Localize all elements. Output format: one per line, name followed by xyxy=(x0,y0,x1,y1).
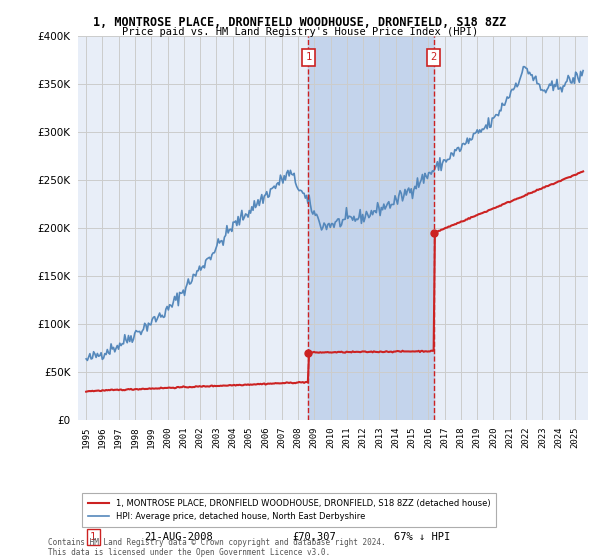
Text: Contains HM Land Registry data © Crown copyright and database right 2024.
This d: Contains HM Land Registry data © Crown c… xyxy=(48,538,386,557)
Legend: 1, MONTROSE PLACE, DRONFIELD WOODHOUSE, DRONFIELD, S18 8ZZ (detached house), HPI: 1, MONTROSE PLACE, DRONFIELD WOODHOUSE, … xyxy=(82,493,496,527)
Text: Price paid vs. HM Land Registry's House Price Index (HPI): Price paid vs. HM Land Registry's House … xyxy=(122,27,478,37)
Text: 67% ↓ HPI: 67% ↓ HPI xyxy=(394,532,451,542)
Text: 1: 1 xyxy=(305,53,311,63)
Text: 1, MONTROSE PLACE, DRONFIELD WOODHOUSE, DRONFIELD, S18 8ZZ: 1, MONTROSE PLACE, DRONFIELD WOODHOUSE, … xyxy=(94,16,506,29)
Point xyxy=(304,348,313,357)
Text: 2: 2 xyxy=(431,53,437,63)
Text: 1: 1 xyxy=(90,532,97,542)
Text: 21-AUG-2008: 21-AUG-2008 xyxy=(145,532,213,542)
Text: £70,307: £70,307 xyxy=(292,532,336,542)
Bar xyxy=(308,36,434,420)
Point xyxy=(429,228,439,237)
